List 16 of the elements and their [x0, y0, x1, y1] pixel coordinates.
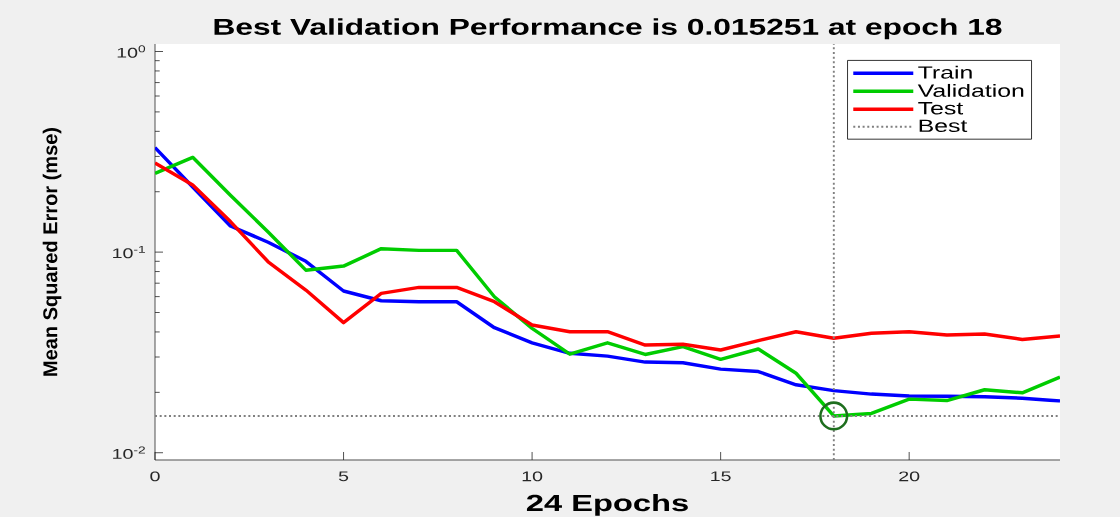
- y-tick-label: 10$^{0}$: [117, 45, 146, 58]
- x-tick-label: 10: [522, 471, 543, 482]
- y-tick-label: 10$^{-2}$: [113, 446, 145, 459]
- line-series: [155, 161, 1060, 352]
- legend-label: Train: [918, 65, 972, 79]
- y-tick-label: 10$^{-1}$: [113, 246, 145, 259]
- y-axis-title: Mean Squared Error (mse): [42, 127, 62, 376]
- legend-label: Best: [919, 119, 968, 133]
- x-tick-label: 0: [150, 471, 160, 482]
- x-tick-label: 15: [711, 471, 731, 482]
- legend-label: Test: [918, 102, 964, 115]
- chart-title: Best Validation Performance is 0.015251 at epoch 18: [214, 18, 1002, 40]
- x-tick-label: 20: [899, 471, 920, 482]
- x-tick-label: 5: [338, 471, 349, 482]
- legend-label: Validation: [917, 83, 1024, 97]
- x-axis-title: 24 Epochs: [526, 494, 688, 516]
